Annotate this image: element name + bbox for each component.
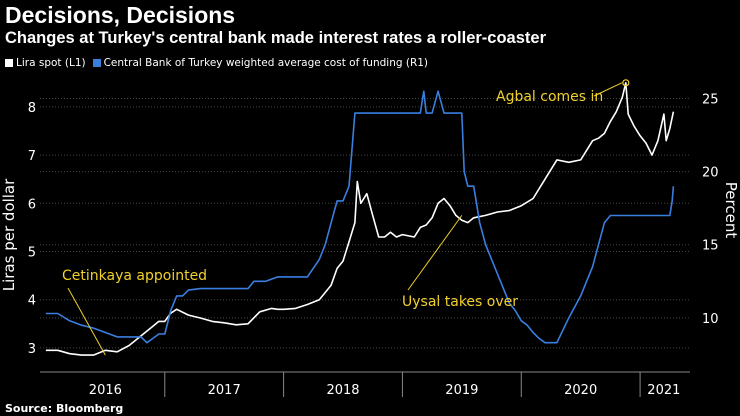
y-tick-left-8: 8 <box>28 101 36 116</box>
y-tick-left-5: 5 <box>28 246 36 261</box>
x-tick-2017: 2017 <box>208 383 241 398</box>
year-dividers <box>40 371 690 397</box>
series-line-lira <box>45 82 675 356</box>
x-tick-2019: 2019 <box>445 383 478 398</box>
chart-title: Decisions, Decisions <box>5 2 236 28</box>
chart-subtitle: Changes at Turkey's central bank made in… <box>5 29 547 47</box>
annotation-label-cetinkaya: Cetinkaya appointed <box>62 268 207 284</box>
legend-item-lira: Lira spot (L1) <box>5 57 86 69</box>
annotation-marker-agbal <box>622 79 630 87</box>
x-tick-2020: 2020 <box>564 383 597 398</box>
legend: Lira spot (L1) Central Bank of Turkey we… <box>5 57 435 69</box>
annotations: Cetinkaya appointed Uysal takes over Agbal… <box>62 79 630 356</box>
annotation-label-agbal: Agbal comes in <box>496 89 603 105</box>
y-axis-label-left: Liras per dollar <box>0 178 18 291</box>
y-tick-right-20: 20 <box>702 166 719 181</box>
legend-swatch-cbrt <box>92 59 101 67</box>
legend-label-lira: Lira spot (L1) <box>16 57 86 69</box>
x-tick-2016: 2016 <box>89 383 122 398</box>
y-tick-left-3: 3 <box>28 342 36 357</box>
legend-item-cbrt: Central Bank of Turkey weighted average … <box>92 57 429 69</box>
x-tick-2021: 2021 <box>647 383 680 398</box>
annotation-leader-agbal <box>593 82 623 97</box>
legend-swatch-lira <box>5 59 13 67</box>
grid-lines <box>40 97 690 349</box>
annotation-leader-cetinkaya <box>67 287 106 356</box>
series-line-cbrt <box>45 90 675 344</box>
annotation-label-uysal: Uysal takes over <box>402 294 518 310</box>
annotation-leader-uysal <box>407 215 463 291</box>
y-tick-left-6: 6 <box>28 197 36 212</box>
y-tick-right-25: 25 <box>702 92 719 107</box>
series-lines <box>45 82 675 356</box>
y-axis-label-right: Percent <box>722 182 740 239</box>
source-note: Source: Bloomberg <box>5 402 124 415</box>
y-tick-left-4: 4 <box>28 294 36 309</box>
y-tick-right-15: 15 <box>702 239 719 254</box>
legend-label-cbrt: Central Bank of Turkey weighted average … <box>103 57 429 69</box>
y-tick-left-7: 7 <box>28 149 36 164</box>
x-tick-2018: 2018 <box>326 383 359 398</box>
y-tick-right-10: 10 <box>702 312 719 327</box>
tick-labels: 3 4 5 6 7 8 10 15 20 25 2016 2017 2018 2019 2020 2021 <box>28 92 719 398</box>
